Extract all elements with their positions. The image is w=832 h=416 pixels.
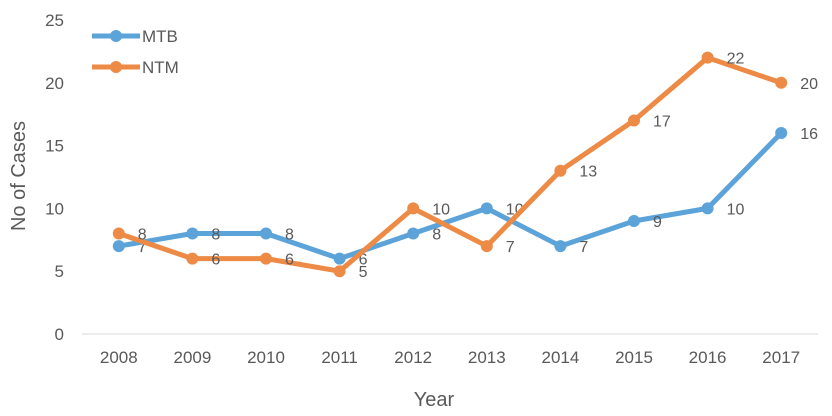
data-label-ntm: 6 bbox=[211, 252, 220, 269]
data-point-mtb bbox=[628, 214, 640, 227]
data-point-mtb bbox=[775, 127, 788, 140]
series-line-ntm bbox=[116, 55, 784, 274]
data-point-mtb bbox=[480, 202, 493, 215]
data-point-mtb bbox=[112, 240, 125, 253]
data-label-ntm: 10 bbox=[432, 201, 450, 218]
y-tick-label: 0 bbox=[55, 325, 64, 344]
data-label-mtb: 7 bbox=[138, 239, 147, 256]
y-axis-ticks: 0 5 10 15 20 25 bbox=[45, 11, 64, 344]
series-line-mtb bbox=[116, 130, 784, 262]
data-point-mtb bbox=[260, 227, 272, 240]
x-tick-label: 2015 bbox=[615, 348, 653, 367]
y-tick-label: 25 bbox=[45, 11, 64, 30]
data-label-mtb: 16 bbox=[800, 126, 818, 143]
data-label-mtb: 9 bbox=[653, 214, 662, 231]
x-tick-label: 2014 bbox=[541, 348, 579, 367]
data-point-mtb bbox=[554, 240, 567, 253]
legend-marker bbox=[110, 61, 122, 73]
data-label-mtb: 8 bbox=[432, 227, 441, 244]
data-point-ntm bbox=[260, 252, 272, 265]
data-label-ntm: 20 bbox=[800, 76, 818, 93]
data-label-ntm: 5 bbox=[359, 264, 368, 281]
x-tick-label: 2017 bbox=[762, 348, 800, 367]
data-label-mtb: 7 bbox=[579, 239, 588, 256]
y-tick-label: 5 bbox=[55, 262, 64, 281]
legend-marker bbox=[110, 30, 122, 42]
data-point-ntm bbox=[628, 114, 640, 127]
data-label-ntm: 6 bbox=[285, 252, 294, 269]
x-tick-label: 2012 bbox=[394, 348, 432, 367]
data-label-ntm: 22 bbox=[727, 51, 745, 68]
data-point-ntm bbox=[407, 202, 420, 215]
data-point-ntm bbox=[333, 265, 346, 278]
y-tick-label: 20 bbox=[45, 74, 64, 93]
x-tick-label: 2010 bbox=[247, 348, 285, 367]
legend-label: NTM bbox=[142, 58, 179, 77]
data-label-ntm: 13 bbox=[579, 164, 597, 181]
data-label-mtb: 6 bbox=[359, 252, 368, 269]
x-tick-label: 2016 bbox=[689, 348, 727, 367]
legend-label: MTB bbox=[142, 27, 178, 46]
data-label-mtb: 10 bbox=[727, 201, 745, 218]
x-axis-ticks: 2008 2009 2010 2011 2012 2013 2014 2015 2016 2017 bbox=[100, 348, 800, 367]
data-point-mtb bbox=[407, 227, 420, 240]
y-axis-title: No of Cases bbox=[8, 121, 30, 231]
legend-item-mtb: MTB bbox=[92, 27, 178, 46]
data-point-ntm bbox=[554, 164, 567, 177]
legend: MTB NTM bbox=[92, 27, 179, 77]
y-tick-label: 10 bbox=[45, 199, 64, 218]
data-label-mtb: 8 bbox=[211, 227, 220, 244]
x-tick-label: 2009 bbox=[173, 348, 211, 367]
x-axis-title: Year bbox=[414, 389, 455, 411]
data-label-ntm: 7 bbox=[506, 239, 515, 256]
y-tick-label: 15 bbox=[45, 137, 64, 156]
data-point-ntm bbox=[186, 252, 199, 265]
data-point-mtb bbox=[186, 227, 199, 240]
data-point-ntm bbox=[701, 51, 714, 64]
data-point-mtb bbox=[333, 252, 346, 265]
data-point-ntm bbox=[480, 240, 493, 253]
data-label-ntm: 17 bbox=[653, 113, 671, 130]
legend-item-ntm: NTM bbox=[92, 58, 179, 77]
data-point-ntm bbox=[112, 227, 125, 240]
x-tick-label: 2008 bbox=[100, 348, 138, 367]
data-label-mtb: 8 bbox=[285, 227, 294, 244]
data-point-mtb bbox=[701, 202, 714, 215]
data-label-ntm: 8 bbox=[138, 227, 147, 244]
x-tick-label: 2011 bbox=[321, 348, 358, 367]
data-point-ntm bbox=[775, 76, 788, 89]
x-tick-label: 2013 bbox=[468, 348, 506, 367]
